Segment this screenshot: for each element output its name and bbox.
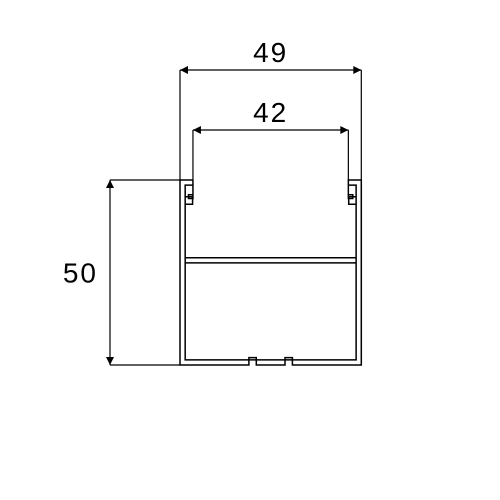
dim-outer-width-label: 49 <box>253 37 288 68</box>
dim-inner-width-label: 42 <box>253 97 288 128</box>
dim-height-label: 50 <box>63 258 98 289</box>
profile-crosssection <box>180 180 361 365</box>
